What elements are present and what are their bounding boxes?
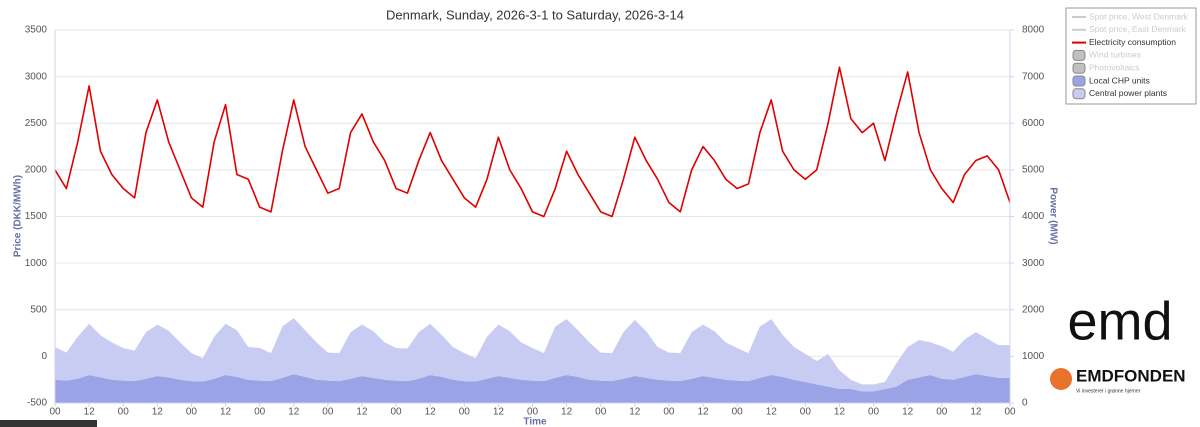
legend-swatch xyxy=(1072,88,1086,100)
legend: Spot price, West Denmark Spot price, East… xyxy=(1072,11,1189,100)
x-tick-label: 00 xyxy=(391,407,403,418)
footer-bar xyxy=(0,420,97,427)
y-tick-label: 2000 xyxy=(25,165,48,176)
y-tick-label: 2500 xyxy=(25,118,48,129)
y2-tick-label: 4000 xyxy=(1022,211,1045,222)
x-tick-label: 00 xyxy=(186,407,198,418)
x-tick-label: 12 xyxy=(493,407,505,418)
y2-axis-label: Power (MW) xyxy=(1047,187,1058,244)
y-tick-label: 1000 xyxy=(25,258,48,269)
x-tick-label: 12 xyxy=(766,407,778,418)
x-tick-label: 00 xyxy=(663,407,675,418)
x-tick-label: 12 xyxy=(970,407,982,418)
x-tick-label: 12 xyxy=(84,407,96,418)
y-tick-label: 1500 xyxy=(25,211,48,222)
x-tick-label: 12 xyxy=(356,407,368,418)
y-axis-label: Price (DKK/MWh) xyxy=(13,175,24,257)
x-tick-label: 12 xyxy=(629,407,641,418)
x-tick-label: 12 xyxy=(834,407,846,418)
plot-area xyxy=(54,29,1011,404)
chart-title: Denmark, Sunday, 2026-3-1 to Saturday, 2… xyxy=(386,7,684,22)
x-tick-label: 00 xyxy=(800,407,812,418)
legend-box xyxy=(1065,7,1197,105)
x-tick-label: 00 xyxy=(868,407,880,418)
x-tick-label: 00 xyxy=(527,407,539,418)
x-tick-label: 12 xyxy=(697,407,709,418)
x-tick-label: 00 xyxy=(322,407,334,418)
legend-swatch xyxy=(1072,62,1086,74)
foundation-logo: EMDFONDEN xyxy=(1076,366,1186,385)
x-tick-label: 00 xyxy=(459,407,471,418)
y2-tick-label: 3000 xyxy=(1022,258,1045,269)
y-tick-label: 3500 xyxy=(25,25,48,36)
y2-tick-label: 1000 xyxy=(1022,351,1045,362)
x-tick-label: 00 xyxy=(118,407,130,418)
x-tick-label: 00 xyxy=(1004,407,1016,418)
legend-label: Electricity consumption xyxy=(1089,37,1176,47)
y2-tick-label: 7000 xyxy=(1022,71,1045,82)
legend-label: Central power plants xyxy=(1089,88,1167,98)
y2-tick-label: 0 xyxy=(1022,398,1028,409)
logo-icon xyxy=(1050,368,1072,390)
y2-tick-label: 5000 xyxy=(1022,165,1045,176)
tagline: Vi investerer i grønne hjerner xyxy=(1076,388,1141,394)
legend-label: Wind turbines xyxy=(1089,50,1141,60)
x-tick-label: 00 xyxy=(254,407,266,418)
line xyxy=(54,66,1011,218)
x-tick-label: 00 xyxy=(936,407,948,418)
legend-swatch xyxy=(1072,75,1086,87)
y2-tick-label: 2000 xyxy=(1022,304,1045,315)
brand-logo: emd xyxy=(1067,291,1172,351)
y-tick-label: 3000 xyxy=(25,71,48,82)
y-tick-label: 0 xyxy=(41,351,47,362)
y-tick-label: 500 xyxy=(30,304,47,315)
x-tick-label: 12 xyxy=(152,407,164,418)
area xyxy=(55,318,1010,392)
x-tick-label: 12 xyxy=(220,407,232,418)
y2-tick-label: 8000 xyxy=(1022,25,1045,36)
x-tick-label: 00 xyxy=(595,407,607,418)
legend-label: Spot price, West Denmark xyxy=(1089,11,1189,21)
x-tick-label: 12 xyxy=(288,407,300,418)
y2-tick-label: 6000 xyxy=(1022,118,1045,129)
legend-label: Spot price, East Denmark xyxy=(1089,24,1187,34)
area xyxy=(55,374,1010,403)
x-tick-label: 12 xyxy=(425,407,437,418)
y-tick-label: -500 xyxy=(27,398,47,409)
x-tick-label: 12 xyxy=(561,407,573,418)
legend-swatch xyxy=(1072,49,1086,61)
x-axis-label: Time xyxy=(523,417,547,427)
x-tick-label: 12 xyxy=(902,407,914,418)
x-tick-label: 00 xyxy=(49,407,61,418)
legend-label: Local CHP units xyxy=(1089,75,1150,85)
legend-label: Photovoltaics xyxy=(1089,62,1140,72)
x-tick-label: 00 xyxy=(732,407,744,418)
